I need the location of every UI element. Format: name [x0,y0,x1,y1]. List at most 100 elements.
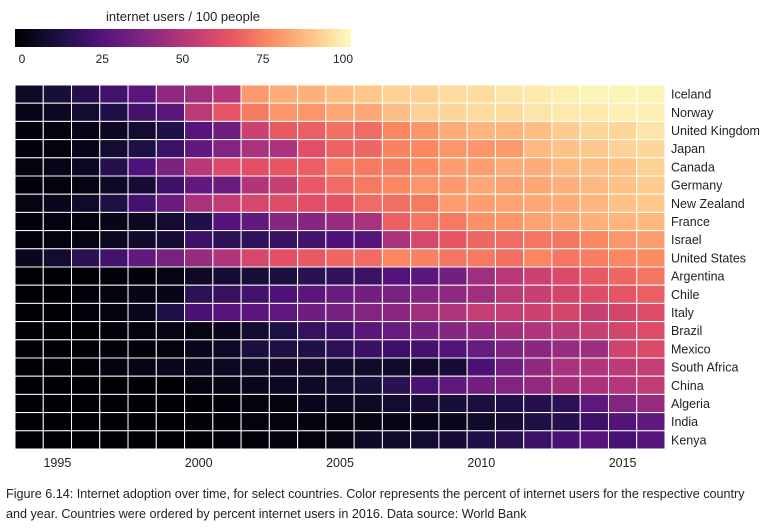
heatmap-cell [636,302,666,323]
heatmap-cell [636,375,666,395]
heatmap-cell [579,230,609,250]
heatmap-cell [42,157,73,177]
heatmap-cell [325,302,355,323]
year-tick-label: 1995 [43,456,71,470]
heatmap-cell [607,84,638,104]
heatmap-cell [551,175,581,195]
heatmap-cell [71,84,101,104]
heatmap-cell [155,102,186,122]
heatmap-cell [155,412,186,432]
heatmap-cell [127,412,157,432]
heatmap-cell [381,266,412,286]
heatmap-cell [551,120,581,141]
heatmap-cell [99,157,129,177]
year-tick-label: 2015 [609,456,637,470]
heatmap-cell [325,430,355,450]
heatmap-cell [325,284,355,304]
heatmap-cell [212,375,242,395]
heatmap-cell [42,102,73,122]
heatmap-cell [297,139,327,159]
y-axis-labels: Iceland Norway United Kingdom Japan Canada Ge… [671,88,760,448]
heatmap-cell [297,230,327,250]
heatmap-cell [240,357,270,377]
heatmap-cell [184,339,214,359]
heatmap-cell [607,120,638,141]
heatmap-cell [240,120,270,141]
heatmap-cell [579,102,609,122]
heatmap-cell [607,430,638,450]
heatmap-cell [523,357,553,377]
heatmap-cell [42,357,73,377]
heatmap-cell [42,302,73,323]
heatmap-cell [99,120,129,141]
heatmap-cell [297,393,327,414]
heatmap-cell [268,430,299,450]
heatmap-cell [636,139,666,159]
heatmap-cell [99,193,129,213]
heatmap-cell [212,430,242,450]
heatmap-cell [551,230,581,250]
heatmap-cell [579,175,609,195]
heatmap-cell [551,157,581,177]
heatmap-cell [99,211,129,232]
heatmap-cell [127,230,157,250]
heatmap-cell [438,339,468,359]
year-tick-label: 2000 [185,456,213,470]
colorbar-tick-label: 100 [333,52,353,66]
heatmap-cell [240,157,270,177]
heatmap-cell [268,357,299,377]
heatmap-cell [353,139,383,159]
heatmap-cell [127,375,157,395]
heatmap-cell [297,102,327,122]
heatmap-cell [523,193,553,213]
heatmap-cell [579,84,609,104]
heatmap-cell [494,412,525,432]
country-label: United Kingdom [671,124,760,138]
heatmap-cell [240,266,270,286]
heatmap-cell [212,102,242,122]
heatmap-cell [42,230,73,250]
heatmap-chart: internet users / 100 people 0 25 50 75 100 I… [14,9,760,470]
heatmap-cell [438,139,468,159]
heatmap-cell [381,193,412,213]
heatmap-cell [71,393,101,414]
country-label: New Zealand [671,197,745,211]
heatmap-cell [551,284,581,304]
heatmap-cell [466,430,496,450]
heatmap-cell [607,284,638,304]
heatmap-cell [42,266,73,286]
heatmap-cell [268,175,299,195]
heatmap-cell [410,230,440,250]
heatmap-cell [268,248,299,268]
heatmap-cell [523,375,553,395]
heatmap-cell [14,284,44,304]
heatmap-cell [438,321,468,341]
heatmap-cell [410,302,440,323]
heatmap-cell [579,393,609,414]
heatmap-cell [297,375,327,395]
heatmap-cell [127,321,157,341]
heatmap-cell [381,321,412,341]
heatmap-cell [212,157,242,177]
heatmap-cell [268,375,299,395]
heatmap-cell [551,393,581,414]
heatmap-cell [636,284,666,304]
heatmap-cell [579,211,609,232]
heatmap-cell [184,84,214,104]
heatmap-cell [353,266,383,286]
heatmap-cell [325,102,355,122]
heatmap-cell [14,321,44,341]
heatmap-cell [551,302,581,323]
heatmap-cell [127,84,157,104]
heatmap-cell [523,321,553,341]
colorbar: internet users / 100 people 0 25 50 75 100 [15,9,353,66]
heatmap-cell [212,266,242,286]
heatmap-cell [410,139,440,159]
heatmap-cell [71,211,101,232]
heatmap-cell [297,339,327,359]
heatmap-cell [42,375,73,395]
heatmap-cell [325,211,355,232]
heatmap-cell [325,175,355,195]
heatmap-cell [240,321,270,341]
heatmap-cell [184,266,214,286]
